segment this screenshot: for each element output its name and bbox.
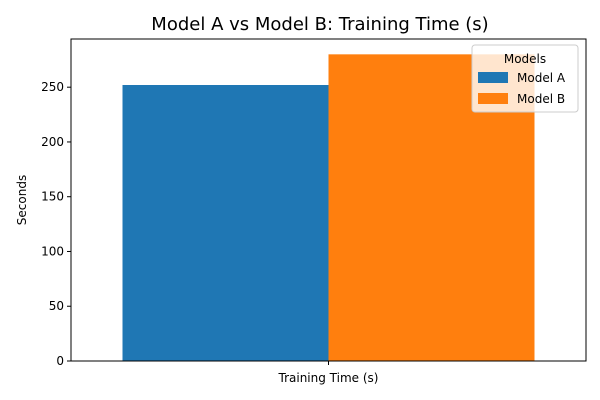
y-tick-label: 150 xyxy=(41,190,64,204)
y-tick-label: 200 xyxy=(41,135,64,149)
legend-swatch-model-b xyxy=(478,93,508,104)
y-tick-label: 0 xyxy=(56,354,64,368)
y-axis-title: Seconds xyxy=(15,175,29,225)
y-axis: 0 50 100 150 200 250 xyxy=(41,80,71,368)
y-tick-label: 250 xyxy=(41,80,64,94)
y-tick-label: 100 xyxy=(41,244,64,258)
x-tick-label: Training Time (s) xyxy=(278,371,379,385)
x-axis: Training Time (s) xyxy=(278,361,379,385)
legend-swatch-model-a xyxy=(478,72,508,83)
legend-title: Models xyxy=(504,52,546,66)
y-tick-label: 50 xyxy=(49,299,64,313)
legend-label-model-b: Model B xyxy=(517,92,565,106)
bar-model-a xyxy=(122,85,329,361)
chart-title: Model A vs Model B: Training Time (s) xyxy=(151,14,488,35)
legend: Models Model A Model B xyxy=(471,44,579,113)
legend-label-model-a: Model A xyxy=(517,71,566,85)
